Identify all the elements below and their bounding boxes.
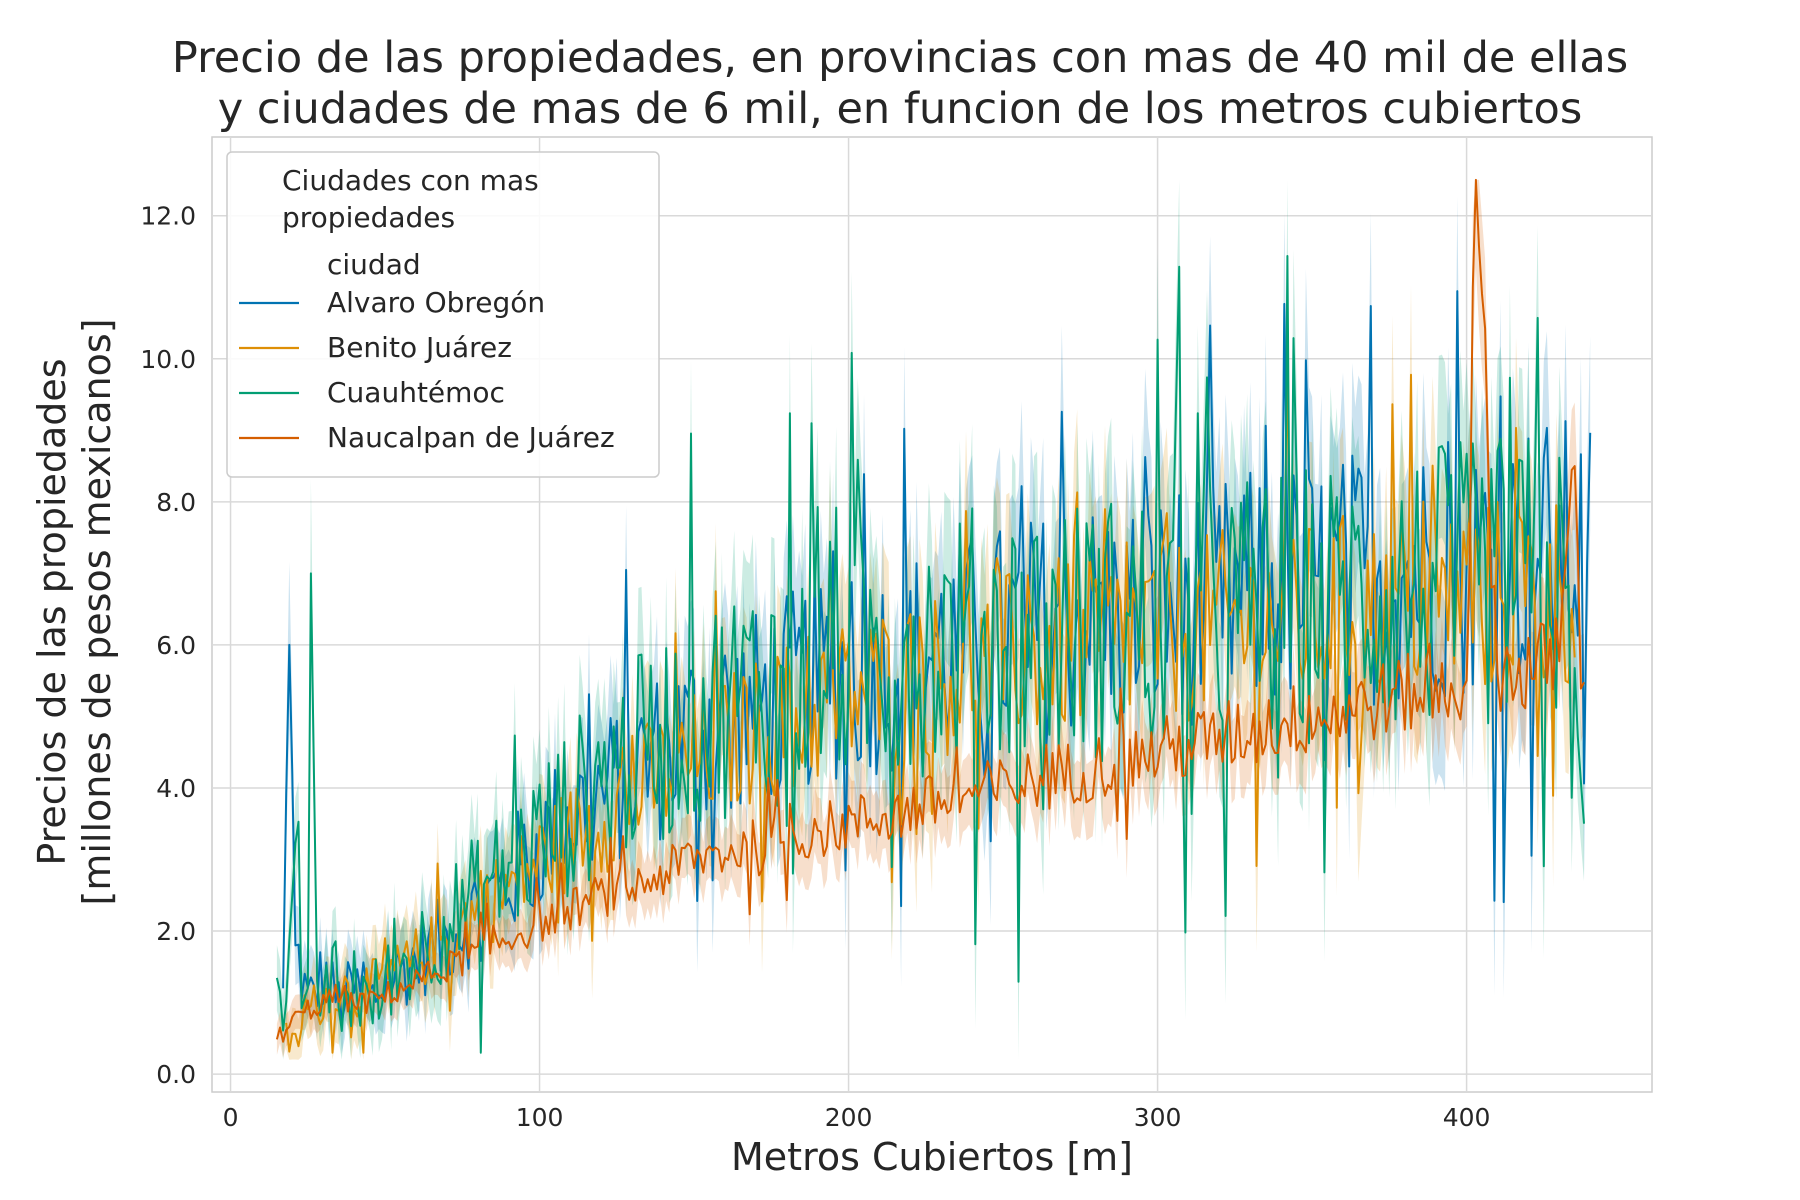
legend-title-line2: propiedades bbox=[282, 201, 455, 234]
series-line bbox=[275, 255, 1585, 1054]
legend-entries: Alvaro Obregón Benito Juárez Cuauhtémoc Nau… bbox=[239, 286, 615, 454]
chart-title: Precio de las propiedades, en provincias… bbox=[172, 33, 1628, 83]
x-tick-label: 200 bbox=[825, 1103, 873, 1132]
tick-labels: 0 100 200 300 400 0.0 2.0 4.0 6.0 8.0 10.0 12.0 bbox=[140, 202, 1490, 1132]
chart-subtitle: y ciudades de mas de 6 mil, en funcion d… bbox=[218, 84, 1582, 134]
series-line bbox=[275, 178, 1585, 1043]
legend-entry-label: Alvaro Obregón bbox=[327, 286, 545, 319]
legend-entry-label: Naucalpan de Juárez bbox=[327, 421, 615, 454]
legend-entry-label: Benito Juárez bbox=[327, 331, 512, 364]
x-axis-label: Metros Cubiertos [m] bbox=[731, 1135, 1133, 1179]
y-axis-label: Precios de las propiedades bbox=[30, 358, 74, 865]
y-tick-label: 4.0 bbox=[156, 774, 196, 803]
x-tick-label: 0 bbox=[223, 1103, 239, 1132]
legend-subheader: ciudad bbox=[327, 248, 421, 281]
x-tick-label: 100 bbox=[516, 1103, 564, 1132]
x-tick-label: 300 bbox=[1134, 1103, 1182, 1132]
y-tick-label: 2.0 bbox=[156, 917, 196, 946]
y-tick-label: 6.0 bbox=[156, 631, 196, 660]
y-tick-label: 0.0 bbox=[156, 1060, 196, 1089]
y-axis-label-units: [millones de pesos mexicanos] bbox=[75, 318, 119, 905]
x-tick-label: 400 bbox=[1443, 1103, 1491, 1132]
legend-entry-label: Cuauhtémoc bbox=[327, 376, 505, 409]
y-tick-label: 12.0 bbox=[140, 202, 196, 231]
legend: Ciudades con mas propiedades ciudad Alva… bbox=[226, 151, 660, 478]
legend-box bbox=[226, 151, 660, 478]
series-layer bbox=[275, 178, 1592, 1054]
y-tick-label: 8.0 bbox=[156, 488, 196, 517]
legend-title-line1: Ciudades con mas bbox=[282, 164, 539, 197]
y-tick-label: 10.0 bbox=[140, 345, 196, 374]
confidence-band bbox=[276, 179, 1584, 1060]
